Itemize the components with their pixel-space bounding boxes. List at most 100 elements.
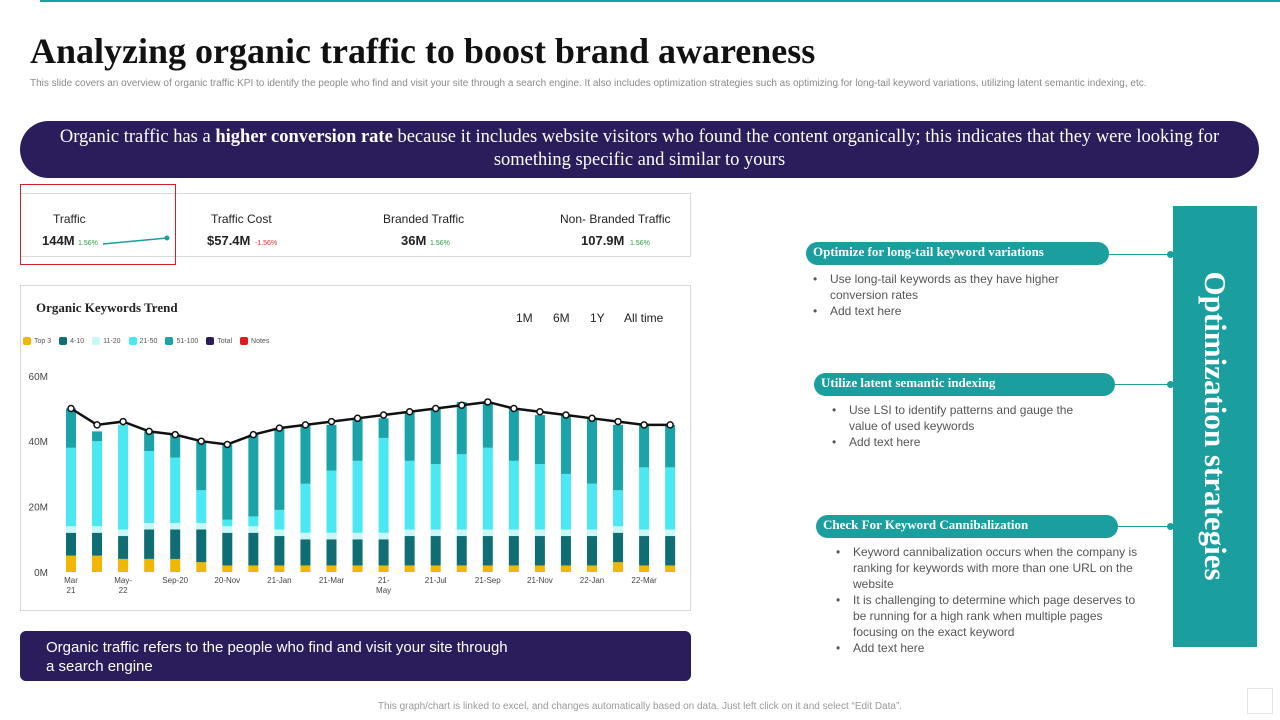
bar-segment[interactable] [508,536,519,566]
total-point[interactable] [640,421,648,429]
bar-segment[interactable] [404,460,415,530]
bar-segment[interactable] [248,532,259,566]
bar-segment[interactable] [352,539,363,566]
bar-segment[interactable] [92,431,103,442]
bar-segment[interactable] [639,529,650,537]
total-point[interactable] [405,408,414,416]
bar-segment[interactable] [378,418,389,438]
bar-segment[interactable] [196,490,207,523]
total-point[interactable] [353,414,362,423]
bar-segment[interactable] [352,460,363,533]
bar-segment[interactable] [300,532,311,540]
bar-segment[interactable] [118,424,129,530]
legend-item-top3[interactable]: Top 3 [23,337,51,345]
total-point[interactable] [171,430,179,439]
bar-segment[interactable] [118,529,129,537]
bar-segment[interactable] [482,565,493,572]
bar-segment[interactable] [300,565,311,572]
bar-segment[interactable] [613,526,624,533]
bar-segment[interactable] [378,437,389,533]
total-point[interactable] [145,427,153,436]
bar-segment[interactable] [248,565,259,572]
legend-item-notes[interactable]: Notes [240,337,269,345]
bar-segment[interactable] [196,529,207,563]
bar-segment[interactable] [196,522,207,530]
bar-segment[interactable] [274,529,285,537]
legend-item-total[interactable]: Total [206,337,232,345]
bar-segment[interactable] [222,532,233,566]
bar-segment[interactable] [170,558,181,572]
bar-segment[interactable] [144,558,155,572]
bar-segment[interactable] [378,565,389,572]
kpi-non-branded-traffic[interactable]: Non- Branded Traffic 107.9M 1.56% [541,194,691,258]
bar-segment[interactable] [326,470,337,533]
bar-segment[interactable] [430,529,441,537]
bar-segment[interactable] [92,555,103,572]
bar-segment[interactable] [300,483,311,533]
bar-segment[interactable] [66,447,76,527]
bar-segment[interactable] [482,529,493,537]
total-point[interactable] [249,430,258,439]
bar-segment[interactable] [274,428,285,510]
bar-segment[interactable] [534,565,545,572]
bar-segment[interactable] [248,526,259,533]
bar-segment[interactable] [430,408,441,465]
bar-segment[interactable] [326,424,337,471]
total-point[interactable] [562,411,570,419]
bar-segment[interactable] [300,424,311,484]
total-point[interactable] [614,417,622,426]
bar-segment[interactable] [92,441,103,527]
kpi-branded-traffic[interactable]: Branded Traffic 36M 1.56% [361,194,521,258]
bar-segment[interactable] [300,539,311,566]
bar-segment[interactable] [534,536,545,566]
bar-segment[interactable] [456,565,467,572]
bar-segment[interactable] [430,565,441,572]
bar-segment[interactable] [352,565,363,572]
bar-segment[interactable] [560,473,571,530]
bar-segment[interactable] [587,529,597,537]
total-point[interactable] [119,417,127,426]
range-6m-button[interactable]: 6M [553,311,570,325]
bar-segment[interactable] [613,562,624,572]
bar-segment[interactable] [326,532,337,540]
total-point[interactable] [536,408,544,416]
bar-segment[interactable] [587,418,597,484]
bar-segment[interactable] [665,565,676,572]
bar-segment[interactable] [118,558,129,572]
kpi-traffic-cost[interactable]: Traffic Cost $57.4M -1.56% [181,194,341,258]
bar-segment[interactable] [170,522,181,530]
bar-segment[interactable] [456,401,467,455]
total-point[interactable] [197,437,205,445]
total-point[interactable] [379,411,388,419]
total-point[interactable] [458,401,466,409]
bar-segment[interactable] [170,434,181,458]
range-all-time-button[interactable]: All time [624,311,664,325]
bar-segment[interactable] [144,451,155,523]
bar-segment[interactable] [326,539,337,566]
range-1m-button[interactable]: 1M [516,311,533,325]
bar-segment[interactable] [587,483,597,530]
bar-segment[interactable] [587,536,597,566]
bar-segment[interactable] [144,431,155,452]
bar-segment[interactable] [196,441,207,491]
kpi-traffic[interactable]: Traffic 144M 1.56% [21,194,177,258]
total-point[interactable] [223,440,232,449]
bar-segment[interactable] [639,565,650,572]
bar-segment[interactable] [92,526,103,533]
bar-segment[interactable] [534,464,545,530]
bar-segment[interactable] [560,536,571,566]
bar-segment[interactable] [378,539,389,566]
bar-segment[interactable] [613,490,624,527]
legend-item-21-50[interactable]: 21-50 [128,337,157,345]
bar-segment[interactable] [404,565,415,572]
bar-segment[interactable] [430,536,441,566]
bar-segment[interactable] [222,444,233,520]
bar-segment[interactable] [430,464,441,530]
bar-segment[interactable] [274,509,285,530]
total-point[interactable] [666,421,674,429]
total-point[interactable] [275,424,284,432]
total-point[interactable] [327,417,336,426]
bar-segment[interactable] [613,424,624,491]
bar-segment[interactable] [665,529,676,537]
bar-segment[interactable] [508,408,519,461]
